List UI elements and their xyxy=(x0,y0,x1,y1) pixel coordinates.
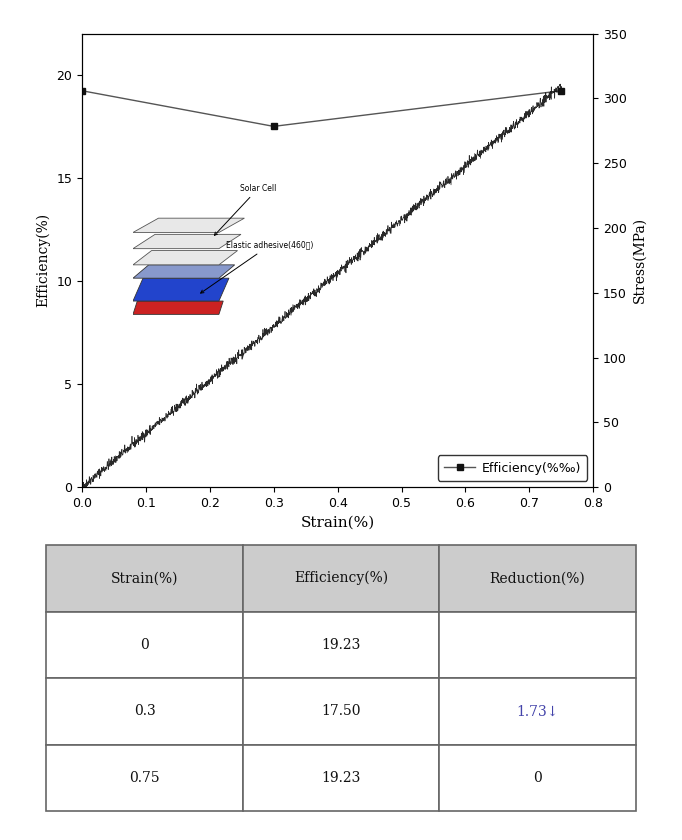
Bar xyxy=(439,678,636,744)
Text: Reduction(%): Reduction(%) xyxy=(490,571,585,585)
Text: 0: 0 xyxy=(533,771,542,785)
Bar xyxy=(46,678,243,744)
Text: 0.75: 0.75 xyxy=(130,771,160,785)
Text: 19.23: 19.23 xyxy=(321,771,361,785)
Bar xyxy=(46,612,243,678)
Text: 0.3: 0.3 xyxy=(134,704,155,718)
X-axis label: Strain(%): Strain(%) xyxy=(301,516,374,529)
Bar xyxy=(243,545,439,612)
Bar xyxy=(243,744,439,811)
Line: Efficiency(%‰): Efficiency(%‰) xyxy=(78,87,565,130)
Bar xyxy=(243,678,439,744)
Bar xyxy=(46,545,243,612)
Efficiency(%‰) xyxy=(269,121,278,131)
Text: 19.23: 19.23 xyxy=(321,638,361,652)
Bar xyxy=(439,545,636,612)
Bar xyxy=(243,612,439,678)
Legend: Efficiency(%‰): Efficiency(%‰) xyxy=(438,455,587,481)
Bar xyxy=(439,612,636,678)
Text: 1.73↓: 1.73↓ xyxy=(516,704,559,718)
Efficiency(%‰) xyxy=(557,86,565,96)
Bar xyxy=(439,744,636,811)
Text: Strain(%): Strain(%) xyxy=(111,571,178,585)
Y-axis label: Stress(MPa): Stress(MPa) xyxy=(632,218,647,303)
Text: 0: 0 xyxy=(140,638,149,652)
Text: 17.50: 17.50 xyxy=(321,704,361,718)
Efficiency(%‰) xyxy=(78,86,86,96)
Y-axis label: Efficiency(%): Efficiency(%) xyxy=(36,213,50,307)
Bar xyxy=(46,744,243,811)
Text: Efficiency(%): Efficiency(%) xyxy=(294,571,388,585)
